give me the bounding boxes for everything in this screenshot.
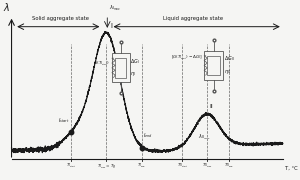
Text: $T_{II_{end}}$: $T_{II_{end}}$ xyxy=(224,162,233,170)
Text: $I_{end}$: $I_{end}$ xyxy=(143,131,153,140)
Text: $T_{I_{max}}=T_g$: $T_{I_{max}}=T_g$ xyxy=(97,162,116,171)
Text: $\Delta G_{II}$: $\Delta G_{II}$ xyxy=(224,55,235,64)
Text: $\eta_I$: $\eta_I$ xyxy=(130,70,136,78)
Bar xyxy=(115,58,126,78)
Text: $T_{II_{max}}$: $T_{II_{max}}$ xyxy=(202,162,212,170)
Text: $T_{I_{start}}$: $T_{I_{start}}$ xyxy=(66,162,76,170)
Text: T, °C: T, °C xyxy=(286,166,298,171)
Text: $\lambda$: $\lambda$ xyxy=(2,1,10,13)
Text: $T_{II_{start}}$: $T_{II_{start}}$ xyxy=(177,162,188,170)
Text: $T_{I_{end}}$: $T_{I_{end}}$ xyxy=(137,162,146,170)
Text: Liquid aggregate state: Liquid aggregate state xyxy=(163,16,223,21)
Text: Solid aggregate state: Solid aggregate state xyxy=(32,16,89,21)
Text: $\lambda_{II_{max}}$: $\lambda_{II_{max}}$ xyxy=(198,132,210,142)
Text: $\eta_{II}$: $\eta_{II}$ xyxy=(224,68,231,76)
Bar xyxy=(204,51,223,80)
Text: $\lambda_{I_{max}}$: $\lambda_{I_{max}}$ xyxy=(109,3,121,13)
Bar xyxy=(112,53,130,82)
Text: II: II xyxy=(209,104,213,109)
Text: $\Delta G_I$: $\Delta G_I$ xyxy=(130,57,140,66)
Text: $I_{start}$: $I_{start}$ xyxy=(58,116,70,125)
Bar xyxy=(207,56,220,75)
Text: I: I xyxy=(110,23,112,29)
Text: $[G(T_{I_{start}})-\Delta G_I]$: $[G(T_{I_{start}})-\Delta G_I]$ xyxy=(171,54,203,62)
Text: $G(T_{I_{start}})$: $G(T_{I_{start}})$ xyxy=(93,60,110,68)
